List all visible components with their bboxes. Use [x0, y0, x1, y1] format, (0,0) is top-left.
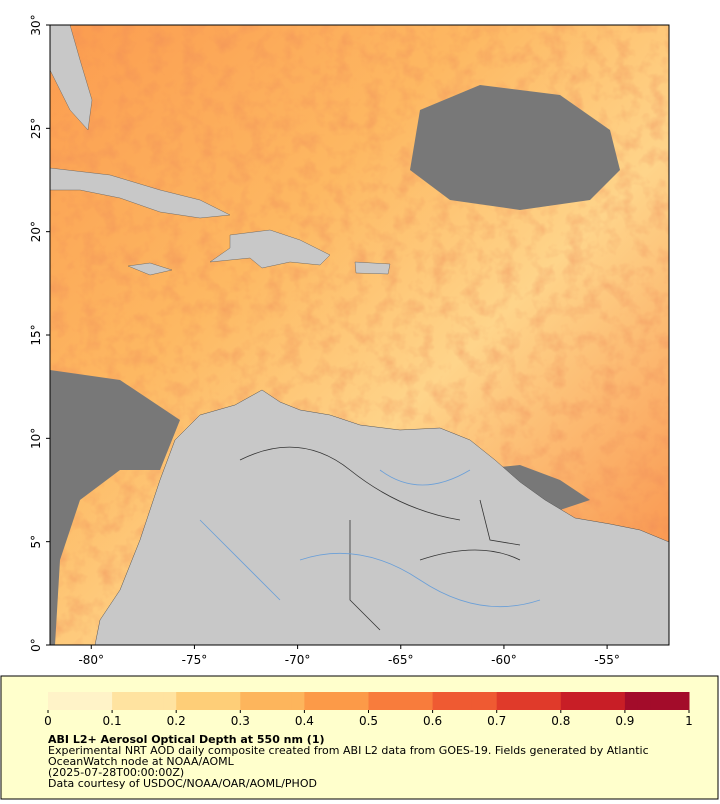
caption-line: (2025-07-28T00:00:00Z)	[48, 766, 184, 779]
colorbar-tick-label: 0.5	[359, 714, 378, 728]
colorbar-swatch	[496, 692, 511, 710]
colorbar-swatch	[73, 692, 87, 710]
jamaica	[127, 262, 173, 276]
colorbar-swatch	[586, 692, 600, 710]
colorbar-swatch	[214, 692, 228, 710]
colorbar-swatch	[240, 692, 254, 710]
caption-line: Experimental NRT AOD daily composite cre…	[48, 744, 649, 757]
cloud-mask	[410, 85, 620, 210]
colorbar-swatch	[522, 692, 536, 710]
colorbar-tick-label: 0.8	[551, 714, 570, 728]
colorbar-swatch	[637, 692, 652, 710]
colorbar-swatch	[509, 692, 523, 710]
south-america	[94, 389, 669, 645]
colorbar-swatch	[471, 692, 485, 710]
colorbar-swatch	[112, 692, 126, 710]
colorbar-swatch	[381, 692, 395, 710]
colorbar-swatch	[394, 692, 408, 710]
colorbar-swatch	[483, 692, 498, 710]
colorbar-swatch	[150, 692, 164, 710]
rivers	[199, 469, 541, 608]
borders	[239, 446, 521, 631]
colorbar-swatch	[317, 692, 331, 710]
colorbar-tick-label: 0	[44, 714, 52, 728]
colorbar-swatch	[48, 692, 62, 710]
colorbar-swatch	[599, 692, 613, 710]
hispaniola	[209, 229, 331, 269]
colorbar-swatch	[60, 692, 75, 710]
colorbar-swatch	[124, 692, 139, 710]
colorbar-swatch	[163, 692, 177, 710]
colorbar-swatch	[189, 692, 203, 710]
colorbar-swatch	[253, 692, 267, 710]
x-tick-label: -80°	[78, 653, 104, 667]
colorbar-swatch	[86, 692, 100, 710]
x-tick-label: -65°	[388, 653, 414, 667]
y-tick-label: 0°	[29, 638, 43, 652]
x-tick-label: -70°	[285, 653, 311, 667]
colorbar-swatch	[560, 692, 575, 710]
colorbar-swatch	[304, 692, 318, 710]
caption-line: OceanWatch node at NOAA/AOML	[48, 755, 235, 768]
colorbar-swatch	[368, 692, 382, 710]
colorbar-swatch	[406, 692, 421, 710]
colorbar-tick-label: 1	[685, 714, 693, 728]
colorbar-swatch	[137, 692, 152, 710]
colorbar-swatch	[432, 692, 446, 710]
colorbar-swatch	[342, 692, 357, 710]
x-tick-label: -75°	[182, 653, 208, 667]
x-tick-label: -55°	[594, 653, 620, 667]
caption-line: Data courtesy of USDOC/NOAA/OAR/AOML/PHO…	[48, 777, 317, 790]
colorbar-tick-label: 0.6	[423, 714, 442, 728]
colorbar-tick-label: 0.3	[231, 714, 250, 728]
colorbar-swatch	[573, 692, 587, 710]
y-tick-label: 10°	[29, 428, 43, 449]
colorbar-swatch	[676, 692, 690, 710]
colorbar-swatch	[265, 692, 280, 710]
colorbar-swatch	[445, 692, 459, 710]
colorbar-tick-label: 0.2	[167, 714, 186, 728]
colorbar-swatch	[355, 692, 369, 710]
y-tick-label: 5°	[29, 535, 43, 549]
colorbar-swatch	[612, 692, 626, 710]
x-tick-label: -60°	[491, 653, 517, 667]
cuba	[50, 167, 231, 219]
colorbar-tick-label: 0.9	[615, 714, 634, 728]
colorbar-tick-label: 0.1	[103, 714, 122, 728]
colorbar-tick-label: 0.7	[487, 714, 506, 728]
colorbar-swatch	[458, 692, 472, 710]
colorbar-swatch	[663, 692, 677, 710]
axes: -80° -75° -70° -65° -60° -55° 0° 5° 10° 15° 20° 25°…	[29, 14, 620, 667]
colorbar-swatch	[624, 692, 639, 710]
colorbar-swatch	[547, 692, 562, 710]
colorbar-swatch	[330, 692, 344, 710]
colorbar-swatch	[291, 692, 305, 710]
caption-title: ABI L2+ Aerosol Optical Depth at 550 nm …	[48, 733, 325, 746]
colorbar-swatch	[201, 692, 216, 710]
colorbar-swatch	[535, 692, 549, 710]
colorbar-swatch	[176, 692, 190, 710]
colorbar-swatch	[650, 692, 664, 710]
y-tick-label: 15°	[29, 324, 43, 345]
cloud-mask	[50, 370, 180, 645]
y-tick-label: 25°	[29, 118, 43, 139]
puerto-rico	[354, 261, 391, 275]
y-tick-label: 20°	[29, 221, 43, 242]
florida	[50, 25, 93, 131]
colorbar-swatch	[227, 692, 241, 710]
colorbar-swatch	[419, 692, 434, 710]
colorbar-swatch	[99, 692, 113, 710]
map	[50, 25, 669, 645]
colorbar-swatch	[278, 692, 293, 710]
colorbar-tick-label: 0.4	[295, 714, 314, 728]
colorbar: 0 0.1 0.2 0.3 0.4 0.5 0.6 0.7 0.8 0.9 1	[44, 692, 693, 728]
y-tick-label: 30°	[29, 14, 43, 35]
